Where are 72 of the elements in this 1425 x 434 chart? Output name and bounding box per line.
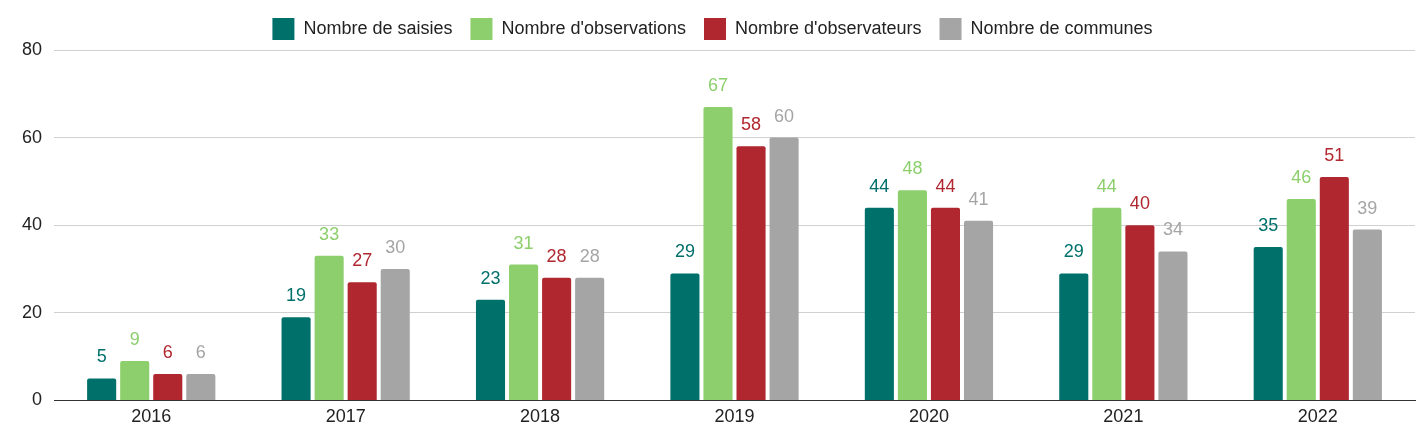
bar bbox=[186, 374, 216, 400]
data-label: 44 bbox=[1096, 175, 1117, 196]
bar bbox=[864, 207, 894, 400]
bar bbox=[347, 282, 377, 400]
bar bbox=[930, 207, 961, 400]
bar bbox=[1352, 229, 1382, 400]
data-label: 33 bbox=[319, 223, 340, 244]
legend-label: Nombre d'observations bbox=[501, 17, 686, 38]
data-label: 51 bbox=[1324, 144, 1345, 165]
legend-label: Nombre d'observateurs bbox=[735, 17, 922, 38]
y-tick-label: 20 bbox=[21, 301, 43, 322]
data-label: 5 bbox=[96, 346, 107, 367]
bar bbox=[380, 269, 410, 400]
x-tick-label: 2018 bbox=[520, 406, 561, 427]
data-label: 6 bbox=[195, 342, 206, 363]
data-label: 30 bbox=[385, 236, 406, 257]
x-tick-label: 2016 bbox=[131, 406, 172, 427]
data-label: 19 bbox=[286, 285, 307, 306]
bar bbox=[120, 360, 150, 400]
data-label: 9 bbox=[129, 328, 140, 349]
bar bbox=[769, 137, 799, 400]
data-label: 41 bbox=[968, 188, 989, 209]
data-label: 44 bbox=[935, 175, 956, 196]
bar bbox=[509, 264, 539, 400]
data-label: 29 bbox=[674, 241, 695, 262]
data-label: 29 bbox=[1063, 241, 1084, 262]
y-tick-label: 40 bbox=[21, 214, 43, 235]
bar bbox=[1125, 225, 1155, 400]
x-tick-label: 2022 bbox=[1297, 406, 1338, 427]
data-label: 48 bbox=[902, 158, 923, 179]
bar bbox=[736, 146, 766, 400]
bar bbox=[1253, 247, 1283, 400]
bar bbox=[1319, 177, 1349, 400]
legend-label: Nombre de saisies bbox=[303, 17, 453, 38]
x-tick-label: 2020 bbox=[908, 406, 949, 427]
bar bbox=[153, 374, 183, 400]
bar bbox=[87, 378, 117, 400]
bar bbox=[1286, 198, 1316, 400]
data-label: 35 bbox=[1258, 215, 1279, 236]
data-label: 31 bbox=[513, 232, 534, 253]
data-label: 44 bbox=[869, 175, 890, 196]
data-label: 6 bbox=[162, 342, 173, 363]
bar bbox=[314, 255, 344, 400]
bar bbox=[575, 277, 605, 400]
data-label: 67 bbox=[707, 74, 728, 95]
bar bbox=[1059, 273, 1089, 400]
data-label: 46 bbox=[1291, 166, 1312, 187]
data-label: 34 bbox=[1162, 219, 1183, 240]
data-label: 23 bbox=[480, 267, 501, 288]
bar bbox=[670, 273, 700, 400]
bar bbox=[542, 277, 572, 400]
bar bbox=[963, 220, 994, 400]
x-tick-label: 2019 bbox=[714, 406, 755, 427]
legend-label: Nombre de communes bbox=[970, 17, 1153, 38]
data-label: 39 bbox=[1357, 197, 1378, 218]
bar bbox=[1158, 251, 1188, 400]
y-tick-label: 0 bbox=[32, 389, 43, 410]
bar bbox=[897, 190, 927, 400]
data-label: 40 bbox=[1129, 193, 1150, 214]
x-tick-label: 2017 bbox=[325, 406, 366, 427]
y-tick-label: 60 bbox=[21, 126, 43, 147]
bar bbox=[1092, 207, 1122, 400]
x-tick-label: 2021 bbox=[1103, 406, 1144, 427]
y-tick-label: 80 bbox=[21, 38, 43, 59]
data-label: 60 bbox=[774, 105, 795, 126]
bar bbox=[475, 299, 506, 400]
data-label: 28 bbox=[579, 245, 600, 266]
bar bbox=[703, 106, 733, 400]
data-label: 28 bbox=[546, 245, 567, 266]
data-label: 58 bbox=[741, 114, 762, 135]
bar bbox=[281, 317, 311, 400]
data-label: 27 bbox=[352, 250, 373, 271]
